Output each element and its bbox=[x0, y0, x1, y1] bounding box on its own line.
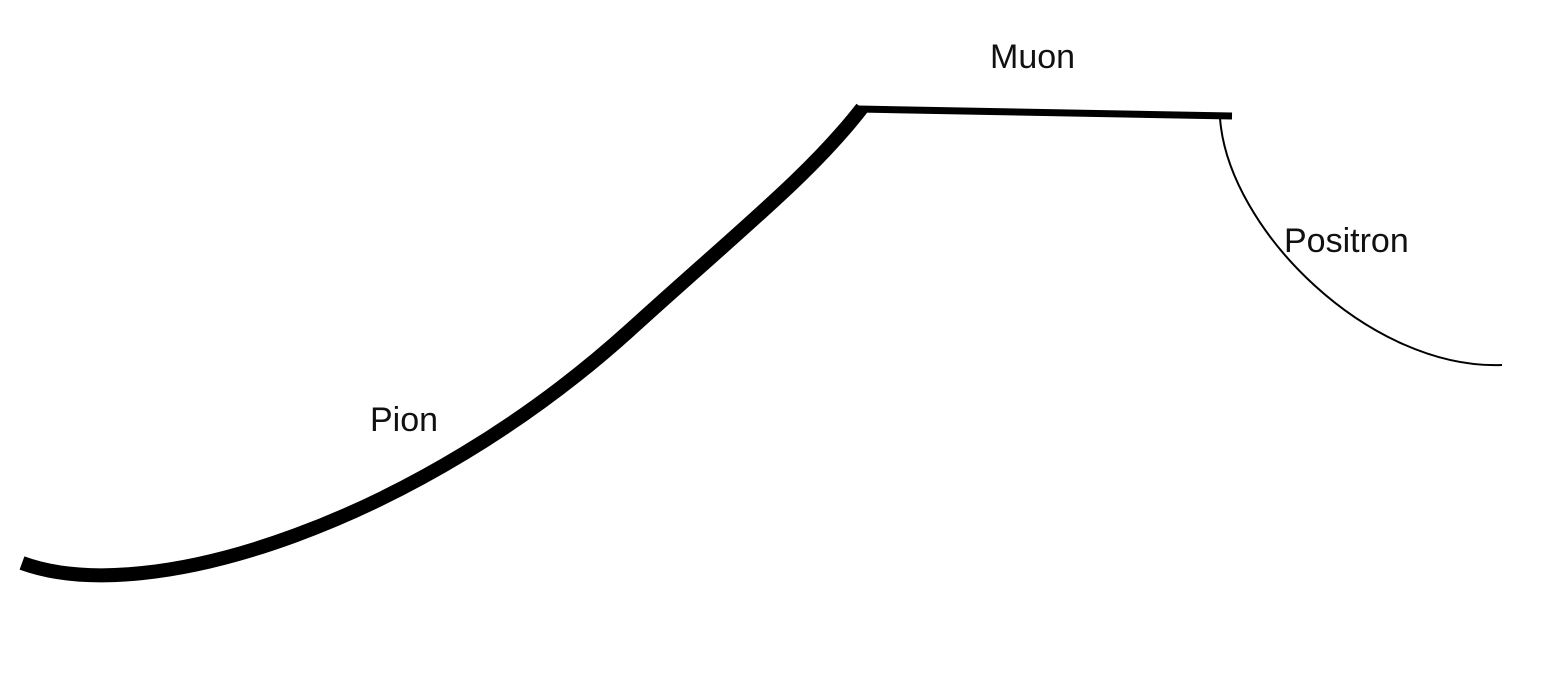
muon-track bbox=[857, 105, 1233, 120]
muon-label: Muon bbox=[990, 38, 1076, 76]
positron-label: Positron bbox=[1284, 222, 1409, 260]
positron-track bbox=[1219, 117, 1503, 367]
pion-label: Pion bbox=[370, 401, 439, 439]
pion-track bbox=[19, 103, 868, 583]
